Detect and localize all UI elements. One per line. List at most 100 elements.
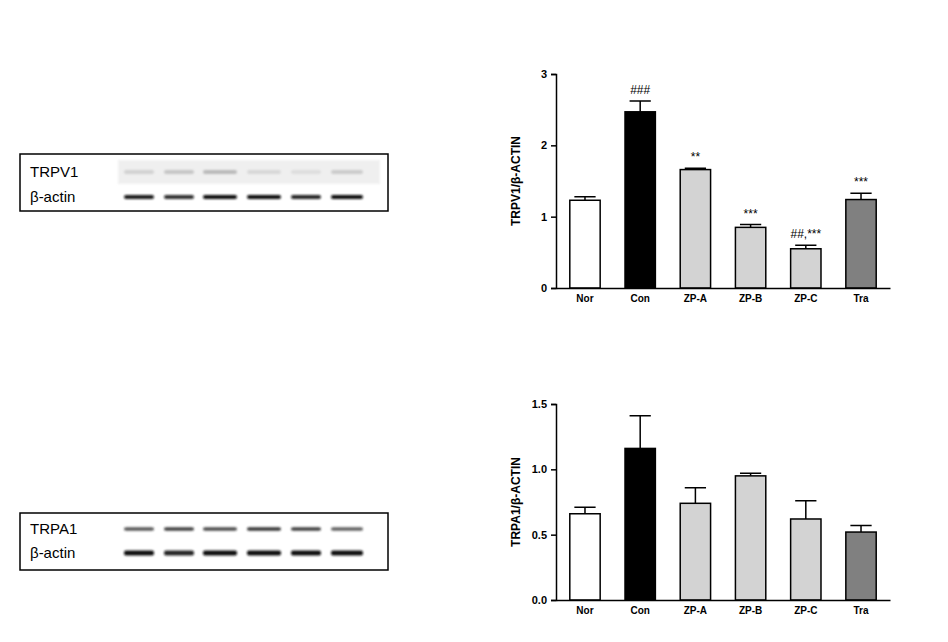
y-tick-label: 0 bbox=[541, 282, 547, 294]
blot-band bbox=[124, 170, 154, 174]
x-tick: ZP-B bbox=[739, 600, 762, 616]
error-bar bbox=[850, 193, 871, 199]
blot-label: TRPV1 bbox=[30, 163, 78, 180]
error-bar bbox=[574, 197, 595, 201]
significance-label: ### bbox=[630, 83, 650, 97]
plot-area bbox=[570, 101, 876, 288]
blot-band bbox=[291, 195, 321, 199]
y-tick-mark bbox=[551, 288, 556, 290]
x-tick-label: ZP-A bbox=[684, 293, 707, 304]
blot: TRPV1 β-actin bbox=[20, 154, 388, 211]
x-tick-label: Nor bbox=[576, 293, 593, 304]
y-axis: 0.00.51.01.5 bbox=[532, 398, 557, 606]
significance-label: *** bbox=[744, 207, 758, 221]
blot-frame bbox=[20, 154, 388, 211]
x-tick-label: Nor bbox=[576, 605, 593, 616]
bar bbox=[570, 514, 600, 600]
y-tick: 0 bbox=[541, 282, 556, 294]
bar bbox=[846, 200, 876, 288]
bar bbox=[735, 476, 765, 600]
y-tick-mark bbox=[551, 74, 556, 76]
x-tick: ZP-C bbox=[794, 288, 817, 304]
x-tick: ZP-B bbox=[739, 288, 762, 304]
blot-band bbox=[331, 527, 363, 531]
y-tick-mark bbox=[551, 600, 556, 602]
bar bbox=[680, 503, 710, 600]
x-tick: ZP-C bbox=[794, 600, 817, 616]
y-tick-mark bbox=[551, 216, 556, 218]
error-bar bbox=[630, 101, 651, 112]
blot-band bbox=[164, 551, 194, 556]
x-tick-label: ZP-C bbox=[794, 605, 817, 616]
bar bbox=[735, 227, 765, 288]
x-tick: Con bbox=[630, 600, 649, 616]
blot-background bbox=[118, 160, 380, 184]
blot-band bbox=[203, 527, 237, 531]
error-bar bbox=[795, 245, 816, 249]
y-axis-title: TRPV1/β-ACTIN bbox=[509, 136, 523, 226]
x-tick: Tra bbox=[854, 600, 869, 616]
error-bar bbox=[740, 473, 761, 476]
y-tick-label: 0.5 bbox=[532, 529, 547, 541]
blot-label: β-actin bbox=[30, 188, 75, 205]
y-tick-mark bbox=[551, 534, 556, 536]
error-bar bbox=[740, 225, 761, 228]
x-tick-label: Con bbox=[630, 293, 649, 304]
x-axis-line bbox=[557, 600, 891, 602]
y-tick: 1 bbox=[541, 211, 556, 223]
blot-band bbox=[203, 195, 237, 199]
x-tick: Con bbox=[630, 288, 649, 304]
chart: 0.00.51.01.5NorConZP-AZP-BZP-CTraTRPA1/β… bbox=[509, 398, 891, 616]
y-tick-label: 1.5 bbox=[532, 398, 547, 410]
y-tick: 2 bbox=[541, 139, 556, 151]
y-tick-mark bbox=[551, 404, 556, 406]
x-tick: ZP-A bbox=[684, 600, 707, 616]
significance-label: ##,*** bbox=[790, 227, 821, 241]
y-tick: 0.5 bbox=[532, 529, 556, 541]
blot-band bbox=[331, 551, 363, 556]
blot-band bbox=[291, 551, 321, 556]
plot-area bbox=[570, 416, 876, 600]
y-tick-label: 1.0 bbox=[532, 463, 547, 475]
bar bbox=[625, 112, 655, 288]
error-bars bbox=[574, 101, 871, 249]
blot-band bbox=[124, 551, 154, 556]
canvas: TRPV1 β-actin TRPA1 β-actin 0 1 2 3 Nor Con ZP-A ZP… bbox=[0, 0, 948, 642]
x-axis-line bbox=[557, 288, 891, 290]
x-tick-label: ZP-B bbox=[739, 605, 762, 616]
y-tick-mark bbox=[551, 145, 556, 147]
blot-band bbox=[203, 551, 237, 556]
bar bbox=[625, 448, 655, 600]
x-tick-label: Tra bbox=[854, 605, 869, 616]
blot-band bbox=[291, 170, 321, 174]
bar bbox=[680, 170, 710, 288]
error-bar bbox=[850, 526, 871, 533]
x-tick-label: Con bbox=[630, 605, 649, 616]
bar bbox=[791, 519, 821, 600]
y-tick-label: 3 bbox=[541, 68, 547, 80]
error-bars bbox=[574, 416, 871, 532]
bar bbox=[570, 200, 600, 288]
x-tick-label: ZP-C bbox=[794, 293, 817, 304]
x-tick-label: Tra bbox=[854, 293, 869, 304]
x-axis: Nor Con ZP-A ZP-B ZP-C Tra bbox=[557, 288, 891, 304]
x-tick: ZP-A bbox=[684, 288, 707, 304]
blot-band bbox=[164, 527, 194, 531]
x-axis: Nor Con ZP-A ZP-B ZP-C Tra bbox=[557, 600, 891, 616]
x-tick-label: ZP-A bbox=[684, 605, 707, 616]
error-bar bbox=[574, 507, 595, 514]
blot: TRPA1 β-actin bbox=[20, 513, 388, 570]
blot-frame bbox=[20, 513, 388, 570]
y-tick-mark bbox=[551, 469, 556, 471]
blot-label: TRPA1 bbox=[30, 520, 77, 537]
blot-band bbox=[203, 170, 237, 174]
y-tick: 3 bbox=[541, 68, 556, 80]
blot-band bbox=[291, 527, 321, 531]
x-tick-label: ZP-B bbox=[739, 293, 762, 304]
blot-label: β-actin bbox=[30, 544, 75, 561]
significance-label: *** bbox=[854, 175, 868, 189]
y-tick: 1.0 bbox=[532, 463, 556, 475]
blot-band bbox=[247, 551, 281, 556]
blot-band bbox=[247, 527, 281, 531]
error-bar bbox=[795, 501, 816, 519]
